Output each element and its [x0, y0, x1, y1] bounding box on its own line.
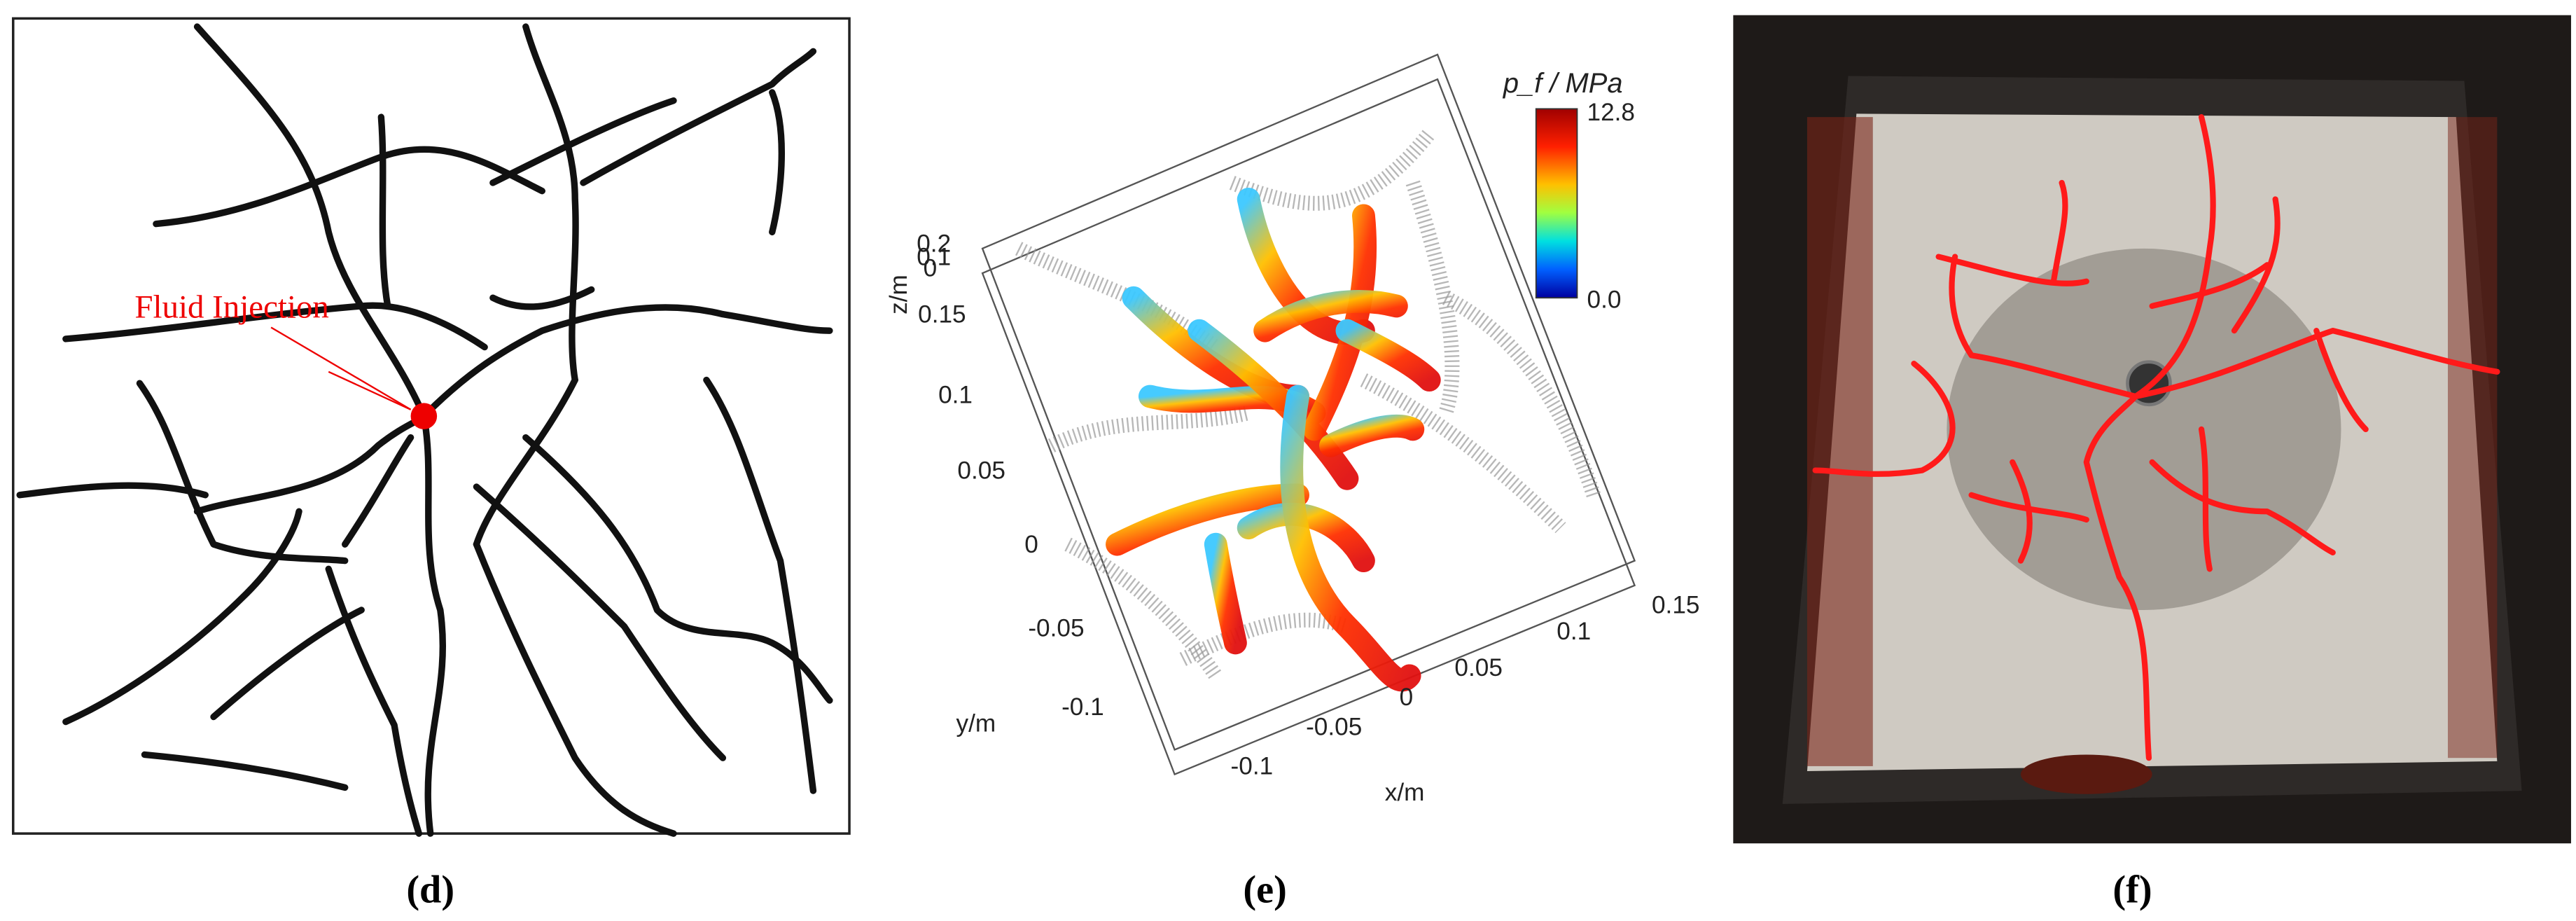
injection-point [410, 403, 438, 429]
photo-stain [1947, 248, 2341, 611]
cracks [1812, 114, 2500, 761]
colorbar-title: p_f / MPa [1503, 68, 1623, 99]
photo-slab [1806, 113, 2498, 771]
photo-stain [1806, 117, 1873, 766]
z-label: z/m [885, 275, 912, 314]
box-top [981, 53, 1636, 751]
y-tick: -0.05 [1028, 615, 1084, 642]
z-tick: 0 [924, 255, 938, 282]
x-tick: -0.05 [1306, 713, 1362, 740]
x-label: x/m [1385, 779, 1425, 806]
annotation-arrow [270, 326, 412, 410]
x-tick: -0.1 [1231, 753, 1274, 780]
z-tick: 0.2 [917, 230, 951, 258]
y-label: y/m [956, 710, 996, 738]
panel-f [1733, 15, 2571, 844]
panel-label: (f) [2112, 868, 2152, 912]
photo-stain [2447, 117, 2498, 759]
colorbar [1535, 108, 1578, 299]
y-tick: -0.1 [1061, 693, 1104, 721]
panel-label: (d) [406, 868, 454, 912]
panel-e: p_f / MPa 12.8 0.0 z/m 0.2 0.1 0 0.15 0.… [885, 53, 1700, 806]
x-tick: 0.05 [1454, 654, 1503, 681]
colorbar-min: 0.0 [1587, 286, 1622, 313]
panel-label: (e) [1243, 868, 1286, 912]
y-tick: 0.15 [918, 300, 966, 328]
z-tick: 0.1 [917, 243, 951, 270]
y-tick: 0 [1024, 531, 1038, 558]
photo-stain [2020, 754, 2152, 794]
y-tick: 0.05 [957, 457, 1005, 484]
y-tick: 0.1 [938, 381, 973, 408]
colorbar-max: 12.8 [1587, 99, 1636, 126]
annotation-arrow [328, 371, 412, 410]
panel-d: Fluid Injection [12, 17, 851, 837]
x-tick: 0 [1400, 684, 1414, 711]
x-tick: 0.15 [1652, 592, 1700, 619]
x-tick: 0.1 [1557, 618, 1591, 645]
hot-fractures [1106, 188, 1441, 692]
annotation: Fluid Injection [134, 289, 329, 325]
fractures [16, 23, 833, 837]
box-bottom [981, 78, 1636, 776]
